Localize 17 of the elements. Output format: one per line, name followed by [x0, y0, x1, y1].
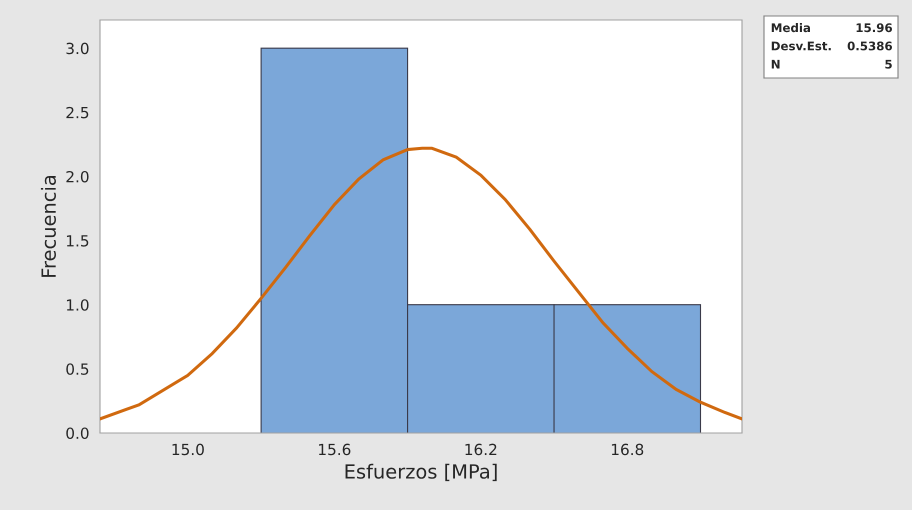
y-tick-label: 3.0: [66, 42, 89, 54]
text: N 5: [772, 60, 892, 69]
y-tick-label: 2.5: [66, 106, 88, 118]
x-axis-title: Esfuerzos [MPa]: [346, 464, 497, 482]
x-tick-label: 16.2: [465, 444, 496, 456]
y-tick-label: 2.0: [66, 170, 89, 182]
y-tick-label: 1.5: [66, 235, 88, 247]
y-tick-label: 0.5: [66, 363, 88, 375]
x-tick-label: 15.6: [319, 444, 350, 456]
text: Media 15.96: [772, 23, 892, 32]
y-axis-title: Frecuencia: [40, 176, 56, 277]
y-tick-label: 1.0: [66, 299, 89, 311]
line-series: [100, 146, 742, 420]
y-tick-label: 0.0: [66, 427, 89, 440]
x-tick-label: 15.0: [172, 444, 204, 456]
text: Desv.Est. 0.5386: [772, 41, 892, 50]
x-tick-label: 16.8: [612, 444, 644, 456]
